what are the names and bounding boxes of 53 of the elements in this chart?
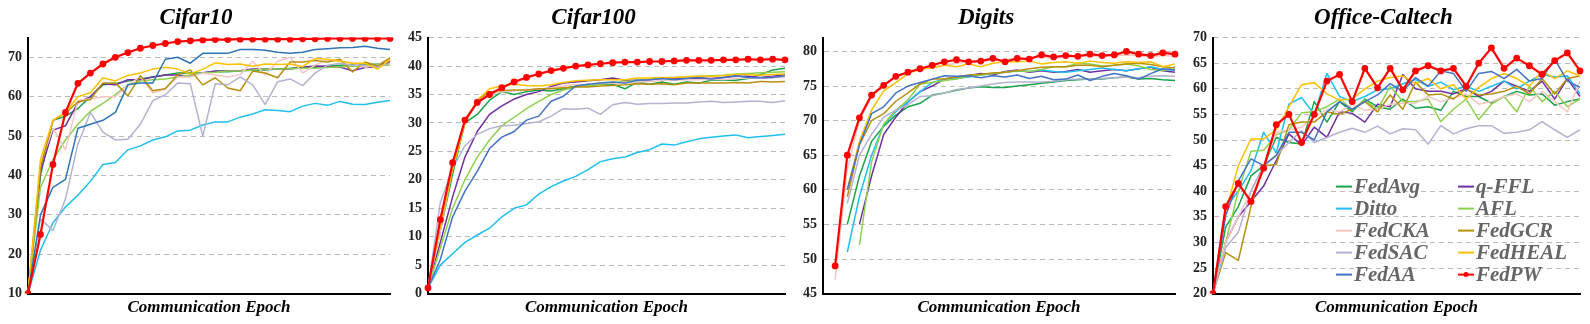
- y-tick-label: 30: [1193, 234, 1207, 250]
- y-tick-label: 5: [415, 256, 422, 272]
- y-tick-label: 55: [803, 216, 817, 232]
- x-axis-title: Communication Epoch: [525, 297, 688, 317]
- x-axis-title: Communication Epoch: [917, 297, 1081, 317]
- legend-label: FedAvg: [1353, 174, 1421, 199]
- y-tick-label: 30: [408, 114, 422, 130]
- x-axis-title: Communication Epoch: [1315, 297, 1478, 317]
- y-tick-label: 25: [1193, 259, 1207, 275]
- y-tick-label: 60: [803, 181, 817, 197]
- y-tick-label: 60: [1193, 80, 1207, 96]
- y-tick-label: 30: [8, 206, 22, 222]
- y-tick-label: 45: [1193, 157, 1207, 173]
- legend-label: FedPW: [1475, 262, 1543, 287]
- y-tick-label: 45: [803, 285, 817, 301]
- chart-title: Digits: [956, 3, 1015, 29]
- chart-title: Cifar100: [551, 3, 637, 29]
- y-tick-label: 10: [408, 228, 422, 244]
- y-tick-label: 70: [803, 112, 817, 128]
- y-tick-label: 50: [1193, 131, 1207, 147]
- y-tick-label: 50: [8, 127, 22, 143]
- legend-label: FedHEAL: [1475, 240, 1568, 265]
- y-tick-label: 80: [803, 43, 817, 59]
- y-tick-label: 45: [408, 29, 422, 45]
- y-tick-label: 20: [1193, 285, 1207, 301]
- y-tick-label: 75: [803, 77, 817, 93]
- y-tick-label: 50: [803, 250, 817, 266]
- x-axis-title: Communication Epoch: [127, 297, 291, 317]
- y-tick-label: 65: [1193, 54, 1207, 70]
- chart-title: Cifar10: [159, 3, 233, 29]
- y-tick-label: 65: [803, 146, 817, 162]
- legend-label: FedSAC: [1353, 240, 1429, 265]
- y-tick-label: 0: [415, 285, 422, 301]
- y-tick-label: 40: [1193, 182, 1207, 198]
- y-tick-label: 70: [1193, 29, 1207, 45]
- legend-label: FedGCR: [1475, 218, 1554, 243]
- legend-label: FedCKA: [1353, 218, 1430, 243]
- y-tick-label: 20: [408, 171, 422, 187]
- y-tick-label: 35: [408, 86, 422, 102]
- y-tick-label: 10: [8, 285, 22, 301]
- y-tick-label: 25: [408, 142, 422, 158]
- legend-label: Ditto: [1353, 196, 1398, 221]
- legend-label: q-FFL: [1476, 174, 1535, 199]
- chart-title: Office-Caltech: [1314, 3, 1453, 29]
- y-tick-label: 40: [408, 57, 422, 73]
- legend-label: FedAA: [1353, 262, 1416, 287]
- y-tick-label: 40: [8, 167, 22, 183]
- y-tick-label: 55: [1193, 106, 1207, 122]
- y-tick-label: 60: [8, 88, 22, 104]
- y-tick-label: 20: [8, 245, 22, 261]
- y-tick-label: 15: [408, 199, 422, 215]
- y-tick-label: 35: [1193, 208, 1207, 224]
- y-tick-label: 70: [8, 48, 22, 64]
